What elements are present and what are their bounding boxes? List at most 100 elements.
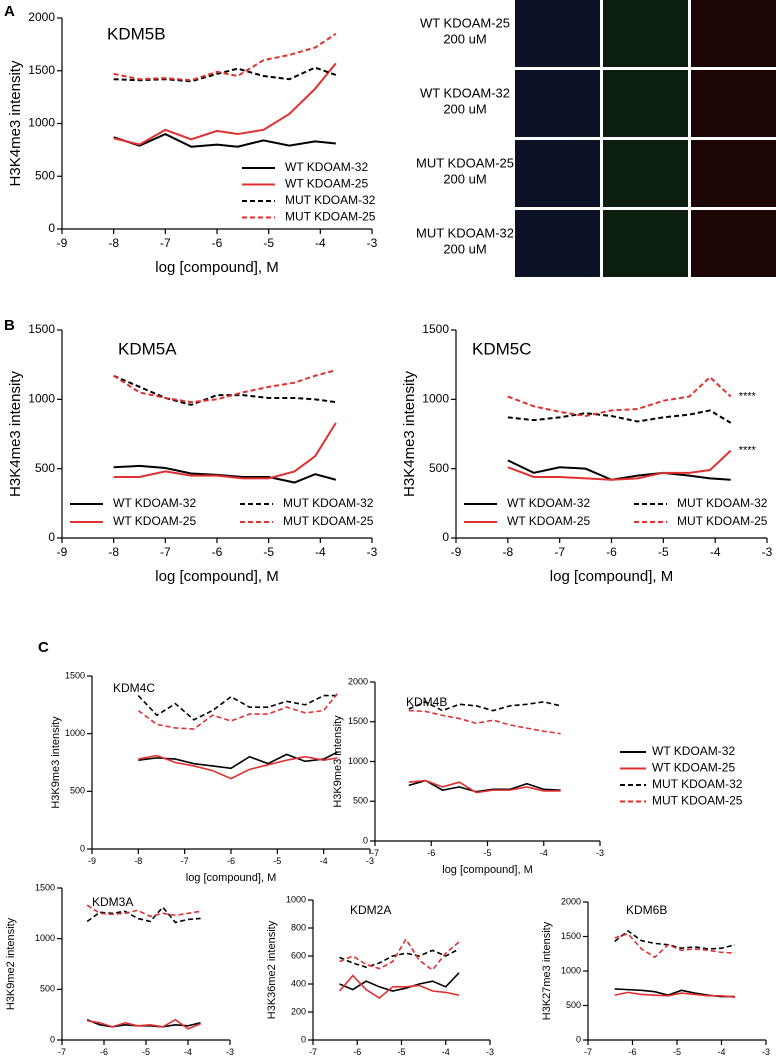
x-tick-label: -3	[486, 1047, 494, 1057]
y-tick-label: 1000	[35, 933, 55, 943]
y-tick-label: 0	[50, 1034, 55, 1044]
y-tick-label: 500	[429, 461, 449, 475]
y-tick-label: 0	[363, 835, 368, 845]
series-line	[339, 937, 460, 972]
y-tick-label: 1000	[348, 756, 368, 766]
y-tick-label: 200	[291, 1006, 306, 1016]
image-row-label: 200 uM	[443, 241, 486, 256]
x-tick-label: -3	[367, 545, 378, 559]
series-line	[614, 929, 736, 950]
image-tile	[603, 70, 688, 137]
x-tick-label: -8	[134, 856, 142, 866]
y-tick-label: 0	[48, 530, 55, 544]
x-tick-label: -3	[762, 1047, 770, 1057]
image-tile	[603, 0, 688, 67]
x-axis-label: log [compound], M	[442, 864, 533, 876]
series-line	[138, 754, 338, 780]
legend-label: WT KDOAM-32	[507, 496, 590, 510]
y-axis-label: H3K9me3 intensity	[332, 715, 344, 808]
series-line	[113, 66, 337, 83]
chart: 0 500 1000 1500 -9 -8 -7 -6 -5 -4 -3 KDM5C log [comp…	[401, 322, 773, 585]
microscopy-images	[515, 0, 776, 277]
y-tick-label: 1000	[286, 894, 306, 904]
panel-letter: C	[38, 639, 49, 656]
series-line	[338, 974, 460, 999]
chart: 0 500 1000 1500 2000 -9 -8 -7 -6 -5 -4 -3 KDM5B log […	[7, 10, 378, 276]
y-tick-label: 600	[291, 950, 306, 960]
annotation: ****	[739, 445, 757, 457]
image-row-label: 200 uM	[443, 101, 486, 116]
x-tick-label: -3	[596, 848, 604, 858]
y-tick-label: 2000	[348, 676, 368, 686]
series-line	[113, 374, 336, 406]
y-tick-label: 2000	[561, 896, 581, 906]
x-tick-label: -5	[263, 236, 274, 250]
x-axis-label: log [compound], M	[186, 872, 277, 884]
x-tick-label: -5	[142, 1047, 150, 1057]
x-tick-label: -4	[320, 856, 328, 866]
y-tick-label: 500	[353, 796, 368, 806]
series-line	[408, 779, 561, 794]
x-tick-label: -9	[57, 236, 68, 250]
image-tile	[691, 210, 776, 277]
legend-label: MUT KDOAM-25	[677, 514, 768, 528]
image-row-label: MUT KDOAM-32	[416, 225, 514, 240]
x-tick-label: -7	[309, 1047, 317, 1057]
axis-line	[312, 900, 490, 1041]
legend-label: MUT KDOAM-32	[285, 193, 376, 207]
y-axis-label: H3K36me2 intensity	[266, 920, 278, 1019]
x-tick-label: -7	[554, 545, 565, 559]
annotation: ****	[739, 390, 757, 402]
y-axis-label: H3K27me3 intensity	[541, 921, 553, 1020]
y-tick-label: 2000	[28, 10, 55, 24]
series-line	[339, 948, 460, 969]
y-tick-label: 1500	[65, 670, 85, 680]
image-tile	[515, 210, 600, 277]
series-line	[339, 972, 460, 992]
y-tick-label: 0	[442, 530, 449, 544]
x-tick-label: -8	[108, 236, 119, 250]
x-tick-label: -6	[606, 545, 617, 559]
x-tick-label: -9	[451, 545, 462, 559]
y-tick-label: 500	[35, 461, 55, 475]
chart-title: KDM5A	[118, 339, 177, 358]
y-tick-label: 400	[291, 978, 306, 988]
image-row-label: MUT KDOAM-25	[416, 155, 514, 170]
axis-line	[91, 676, 370, 850]
y-tick-label: 1000	[65, 728, 85, 738]
chart: 0 500 1000 1500 -9 -8 -7 -6 -5 -4 -3 KDM5A log [comp…	[7, 322, 378, 585]
y-tick-label: 1500	[561, 931, 581, 941]
series-line	[138, 751, 338, 770]
x-tick-label: -6	[212, 236, 223, 250]
y-tick-label: 1500	[28, 322, 55, 336]
x-tick-label: -4	[540, 848, 548, 858]
legend-label: WT KDOAM-25	[507, 514, 590, 528]
chart-title: KDM2A	[350, 903, 391, 917]
x-tick-label: -4	[184, 1047, 192, 1057]
x-axis-label: log [compound], M	[550, 568, 673, 585]
x-tick-label: -7	[160, 545, 171, 559]
x-tick-label: -5	[673, 1047, 681, 1057]
chart-title: KDM3A	[92, 895, 133, 909]
x-tick-label: -3	[762, 545, 773, 559]
chart: 0 500 1000 1500 -9 -8 -7 -6 -5 -4 -3 KDM4C log [comp…	[50, 670, 374, 884]
axis-line	[61, 888, 230, 1041]
x-tick-label: -3	[366, 856, 374, 866]
series-line	[137, 694, 338, 721]
x-tick-label: -6	[628, 1047, 636, 1057]
x-tick-label: -8	[502, 545, 513, 559]
x-tick-label: -5	[658, 545, 669, 559]
chart-title: KDM5C	[472, 339, 532, 358]
x-tick-label: -5	[273, 856, 281, 866]
x-tick-label: -7	[371, 848, 379, 858]
image-row-label: 200 uM	[443, 171, 486, 186]
series-line	[113, 422, 337, 480]
series-line	[507, 409, 732, 424]
image-row-label: 200 uM	[443, 31, 486, 46]
x-tick-label: -6	[212, 545, 223, 559]
panel-letter: B	[4, 317, 15, 334]
x-tick-label: -4	[442, 1047, 450, 1057]
y-tick-label: 1500	[35, 882, 55, 892]
image-row-label: WT KDOAM-32	[420, 85, 510, 100]
